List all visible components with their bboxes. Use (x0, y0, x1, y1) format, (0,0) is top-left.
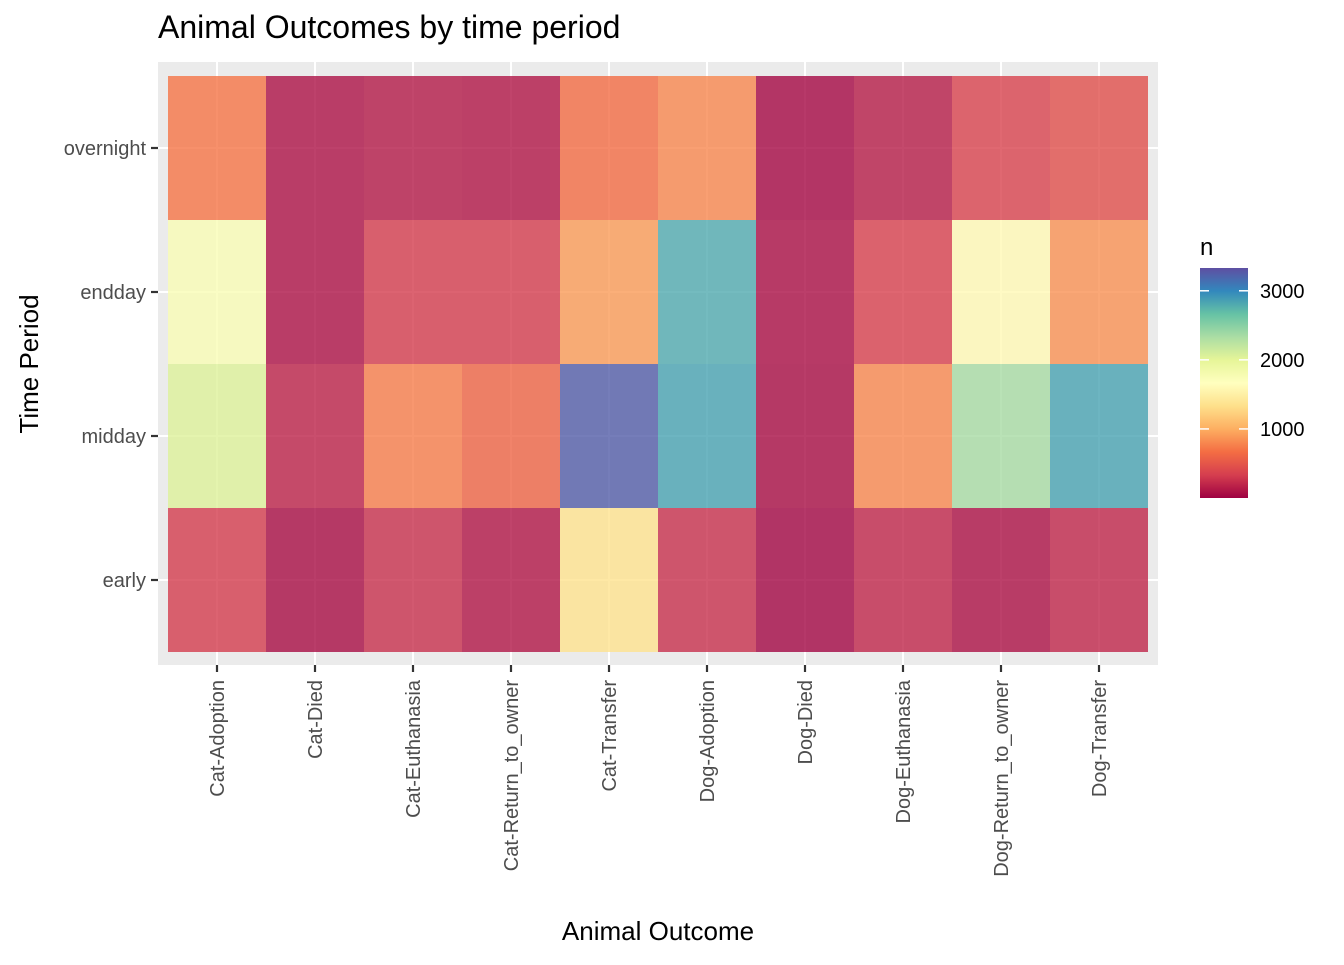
heatmap-cell-cat-adoption-overnight (168, 76, 266, 220)
heatmap-cell-cat-return_to_owner-early (462, 508, 560, 652)
heatmap-cell-cat-return_to_owner-overnight (462, 76, 560, 220)
heatmap-cells (168, 76, 1148, 652)
x-axis-label: Animal Outcome (562, 916, 754, 946)
y-tick-label: midday (82, 426, 146, 448)
legend-tick-label: 3000 (1260, 281, 1305, 303)
heatmap-cell-dog-euthanasia-early (854, 508, 952, 652)
heatmap-cell-cat-transfer-early (560, 508, 658, 652)
heatmap-cell-dog-died-midday (756, 364, 854, 508)
heatmap-cell-dog-euthanasia-overnight (854, 76, 952, 220)
y-tick-label: endday (80, 282, 146, 304)
heatmap-cell-cat-transfer-endday (560, 220, 658, 364)
heatmap-cell-cat-euthanasia-early (364, 508, 462, 652)
legend-colorbar (1200, 268, 1248, 498)
heatmap-cell-cat-died-early (266, 508, 364, 652)
heatmap-cell-dog-euthanasia-midday (854, 364, 952, 508)
heatmap-cell-cat-euthanasia-overnight (364, 76, 462, 220)
x-tick-label: Cat-Adoption (207, 680, 229, 797)
heatmap-cell-cat-died-overnight (266, 76, 364, 220)
heatmap-cell-dog-adoption-midday (658, 364, 756, 508)
heatmap-cell-dog-return_to_owner-overnight (952, 76, 1050, 220)
heatmap-cell-cat-euthanasia-midday (364, 364, 462, 508)
legend-title: n (1200, 234, 1213, 261)
heatmap-cell-cat-return_to_owner-endday (462, 220, 560, 364)
y-tick-label: early (103, 570, 146, 592)
x-tick-label: Cat-Transfer (599, 680, 621, 792)
chart-title: Animal Outcomes by time period (158, 9, 620, 45)
heatmap-cell-dog-died-endday (756, 220, 854, 364)
heatmap-cell-cat-transfer-overnight (560, 76, 658, 220)
heatmap-cell-dog-euthanasia-endday (854, 220, 952, 364)
heatmap-cell-cat-adoption-early (168, 508, 266, 652)
heatmap-cell-dog-return_to_owner-endday (952, 220, 1050, 364)
x-tick-label: Dog-Died (795, 680, 817, 764)
heatmap-cell-dog-transfer-endday (1050, 220, 1148, 364)
x-tick-label: Dog-Transfer (1089, 680, 1111, 797)
heatmap-cell-cat-return_to_owner-midday (462, 364, 560, 508)
x-tick-label: Dog-Adoption (697, 680, 719, 802)
heatmap-cell-dog-return_to_owner-midday (952, 364, 1050, 508)
heatmap-cell-dog-adoption-overnight (658, 76, 756, 220)
heatmap-cell-cat-died-endday (266, 220, 364, 364)
x-tick-label: Dog-Return_to_owner (991, 680, 1013, 877)
heatmap-cell-dog-transfer-midday (1050, 364, 1148, 508)
heatmap-cell-cat-adoption-endday (168, 220, 266, 364)
heatmap-cell-dog-adoption-early (658, 508, 756, 652)
heatmap-cell-dog-transfer-early (1050, 508, 1148, 652)
color-legend: n 1000 2000 3000 (1200, 234, 1305, 498)
heatmap-cell-dog-died-early (756, 508, 854, 652)
x-tick-label: Cat-Euthanasia (403, 679, 425, 818)
heatmap-cell-cat-adoption-midday (168, 364, 266, 508)
heatmap-cell-dog-adoption-endday (658, 220, 756, 364)
x-tick-label: Dog-Euthanasia (893, 679, 915, 823)
heatmap-cell-cat-died-midday (266, 364, 364, 508)
legend-tick-label: 2000 (1260, 350, 1305, 372)
heatmap-cell-dog-return_to_owner-early (952, 508, 1050, 652)
heatmap-cell-cat-euthanasia-endday (364, 220, 462, 364)
heatmap-cell-cat-transfer-midday (560, 364, 658, 508)
x-tick-label: Cat-Died (305, 680, 327, 759)
heatmap-cell-dog-transfer-overnight (1050, 76, 1148, 220)
y-tick-label: overnight (64, 138, 147, 160)
legend-tick-label: 1000 (1260, 419, 1305, 441)
y-axis-label: Time Period (14, 294, 44, 433)
x-tick-label: Cat-Return_to_owner (501, 680, 523, 872)
heatmap-cell-dog-died-overnight (756, 76, 854, 220)
axes: Cat-Adoption Cat-Died Cat-Euthanasia Cat-Re… (64, 138, 1111, 877)
